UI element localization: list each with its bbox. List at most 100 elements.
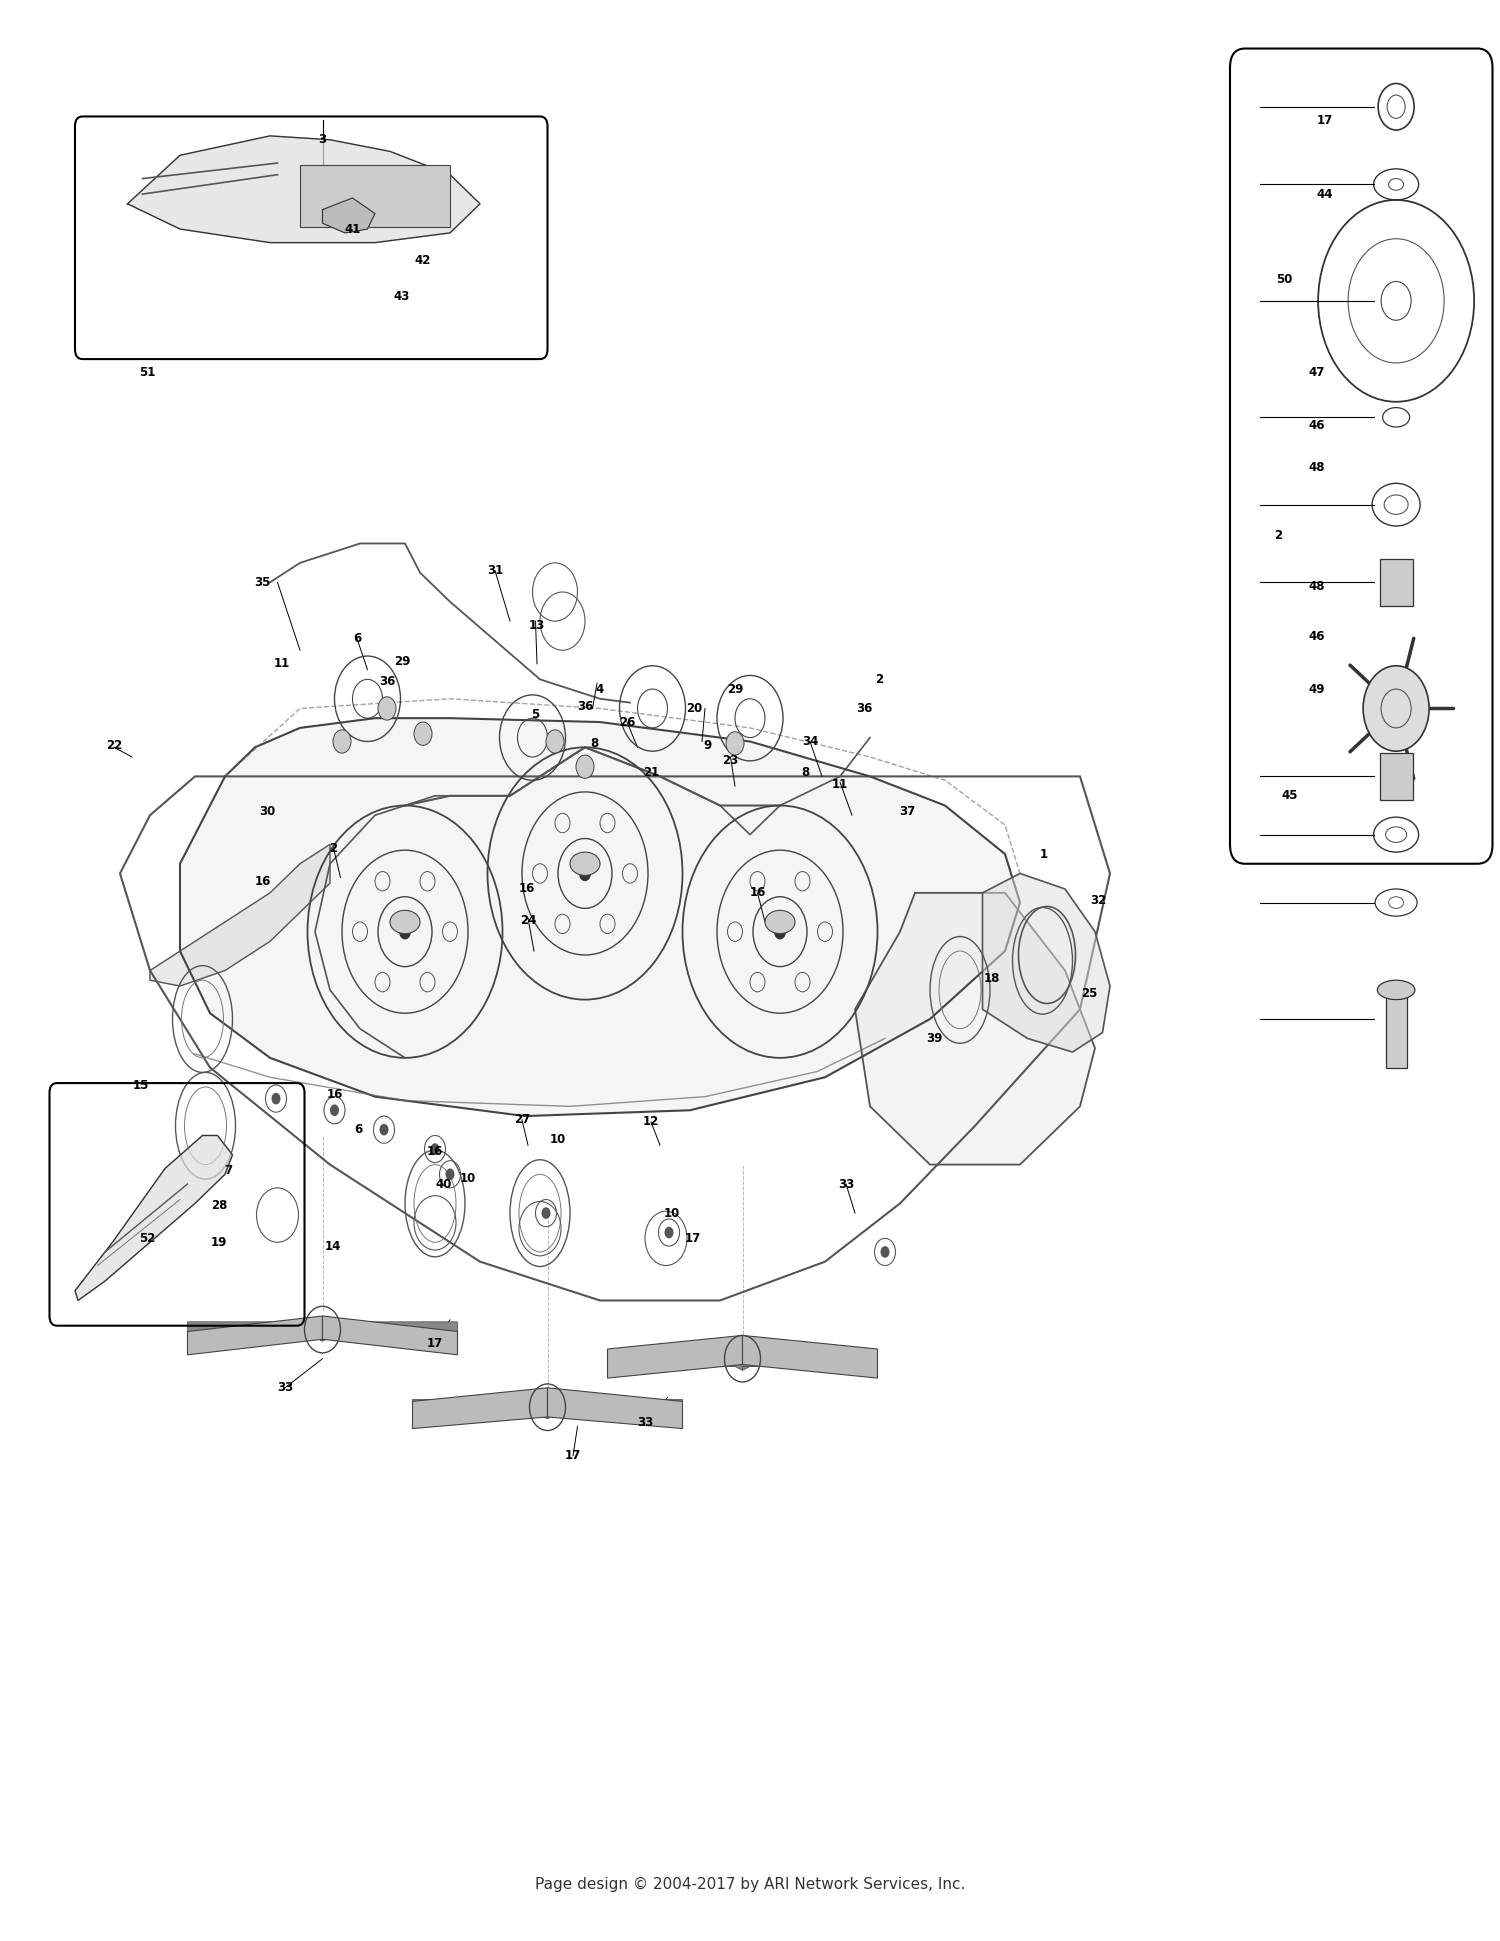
Text: 10: 10 bbox=[664, 1207, 680, 1219]
Circle shape bbox=[579, 866, 591, 881]
Circle shape bbox=[774, 924, 786, 939]
Text: 13: 13 bbox=[530, 619, 544, 631]
Text: 16: 16 bbox=[519, 883, 534, 895]
Text: 12: 12 bbox=[644, 1116, 658, 1128]
Text: 10: 10 bbox=[460, 1172, 476, 1184]
Text: 31: 31 bbox=[488, 565, 502, 576]
Polygon shape bbox=[128, 136, 480, 243]
Text: 7: 7 bbox=[224, 1165, 232, 1176]
Text: 39: 39 bbox=[927, 1033, 942, 1044]
Text: 40: 40 bbox=[436, 1178, 451, 1190]
Circle shape bbox=[378, 697, 396, 720]
Text: 52: 52 bbox=[140, 1233, 154, 1244]
Text: 2: 2 bbox=[328, 842, 338, 854]
Text: 46: 46 bbox=[1308, 419, 1326, 431]
Text: 19: 19 bbox=[211, 1236, 226, 1248]
Text: 22: 22 bbox=[106, 740, 122, 751]
Circle shape bbox=[664, 1227, 674, 1238]
Text: 10: 10 bbox=[550, 1134, 566, 1145]
Circle shape bbox=[414, 722, 432, 745]
Text: 48: 48 bbox=[1308, 580, 1326, 592]
Polygon shape bbox=[608, 1335, 742, 1378]
Text: 5: 5 bbox=[531, 708, 540, 720]
Text: 4: 4 bbox=[596, 683, 604, 695]
Text: 17: 17 bbox=[1317, 115, 1332, 126]
Polygon shape bbox=[982, 873, 1110, 1052]
Circle shape bbox=[272, 1093, 280, 1104]
Text: 23: 23 bbox=[723, 755, 738, 767]
Text: 35: 35 bbox=[255, 576, 270, 588]
Polygon shape bbox=[322, 1316, 458, 1355]
Text: 9: 9 bbox=[704, 740, 712, 751]
Text: 43: 43 bbox=[394, 291, 410, 303]
Polygon shape bbox=[855, 893, 1095, 1165]
Text: 34: 34 bbox=[802, 736, 818, 747]
Text: 29: 29 bbox=[728, 683, 742, 695]
Circle shape bbox=[546, 730, 564, 753]
Text: 37: 37 bbox=[900, 806, 915, 817]
Text: 25: 25 bbox=[1082, 988, 1096, 1000]
Text: 8: 8 bbox=[590, 738, 598, 749]
Ellipse shape bbox=[570, 852, 600, 875]
Text: 6: 6 bbox=[354, 1124, 363, 1135]
Text: 44: 44 bbox=[1317, 188, 1332, 200]
Text: 33: 33 bbox=[278, 1382, 292, 1394]
Text: 33: 33 bbox=[839, 1178, 854, 1190]
Circle shape bbox=[726, 732, 744, 755]
Text: 48: 48 bbox=[1308, 462, 1326, 474]
Text: 16: 16 bbox=[255, 875, 270, 887]
Polygon shape bbox=[413, 1388, 548, 1429]
Circle shape bbox=[333, 730, 351, 753]
Circle shape bbox=[880, 1246, 890, 1258]
Text: 30: 30 bbox=[260, 806, 274, 817]
Text: 27: 27 bbox=[514, 1114, 529, 1126]
Text: 26: 26 bbox=[620, 716, 634, 728]
FancyArrow shape bbox=[413, 1396, 570, 1419]
Bar bbox=[300, 165, 450, 227]
Text: 46: 46 bbox=[1308, 631, 1326, 642]
FancyBboxPatch shape bbox=[1230, 49, 1492, 864]
Text: 36: 36 bbox=[578, 701, 592, 712]
FancyArrow shape bbox=[525, 1396, 682, 1419]
Text: 2: 2 bbox=[1274, 530, 1282, 542]
Text: 24: 24 bbox=[520, 914, 536, 926]
FancyArrow shape bbox=[608, 1347, 765, 1370]
Text: 6: 6 bbox=[352, 633, 362, 644]
Text: 8: 8 bbox=[801, 767, 810, 778]
Text: 14: 14 bbox=[326, 1240, 340, 1252]
Polygon shape bbox=[322, 198, 375, 233]
Bar bbox=[1380, 753, 1413, 800]
Circle shape bbox=[542, 1207, 550, 1219]
Polygon shape bbox=[75, 1135, 232, 1300]
Text: 16: 16 bbox=[327, 1089, 342, 1101]
Text: 15: 15 bbox=[134, 1079, 148, 1091]
Text: 28: 28 bbox=[211, 1200, 226, 1211]
Text: 36: 36 bbox=[380, 675, 394, 687]
Text: 36: 36 bbox=[856, 703, 871, 714]
Text: 33: 33 bbox=[638, 1417, 652, 1429]
Text: Page design © 2004-2017 by ARI Network Services, Inc.: Page design © 2004-2017 by ARI Network S… bbox=[536, 1877, 964, 1892]
Bar bbox=[1386, 990, 1407, 1068]
Text: 18: 18 bbox=[984, 972, 999, 984]
Text: 32: 32 bbox=[1090, 895, 1106, 906]
Bar bbox=[1380, 559, 1413, 606]
Circle shape bbox=[430, 1143, 439, 1155]
Text: 42: 42 bbox=[416, 254, 430, 266]
Text: 2: 2 bbox=[874, 674, 884, 685]
Ellipse shape bbox=[765, 910, 795, 934]
Text: 11: 11 bbox=[274, 658, 290, 670]
Circle shape bbox=[446, 1168, 454, 1180]
FancyArrow shape bbox=[720, 1347, 878, 1370]
Text: 16: 16 bbox=[750, 887, 765, 899]
Ellipse shape bbox=[390, 910, 420, 934]
Text: 20: 20 bbox=[687, 703, 702, 714]
Circle shape bbox=[380, 1124, 388, 1135]
Text: 17: 17 bbox=[427, 1337, 442, 1349]
Text: 17: 17 bbox=[566, 1450, 580, 1462]
Text: 49: 49 bbox=[1308, 683, 1326, 695]
Polygon shape bbox=[548, 1388, 682, 1429]
Text: 41: 41 bbox=[345, 223, 360, 235]
Polygon shape bbox=[150, 844, 330, 986]
Ellipse shape bbox=[1377, 980, 1414, 1000]
FancyArrow shape bbox=[300, 1318, 458, 1341]
